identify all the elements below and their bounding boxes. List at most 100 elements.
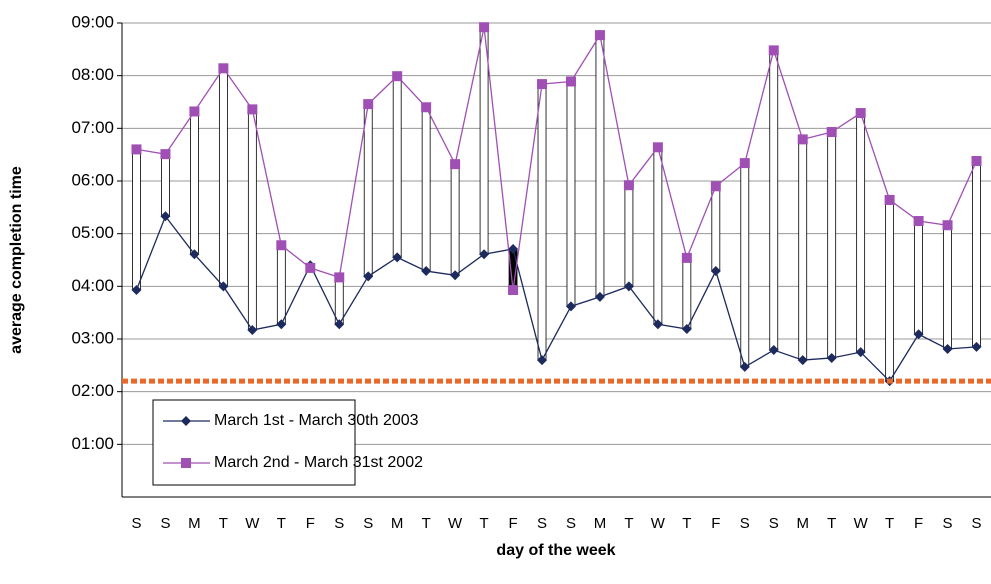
marker bbox=[479, 22, 490, 33]
up-down-bar bbox=[740, 162, 750, 368]
up-down-bar bbox=[247, 108, 257, 331]
marker bbox=[537, 355, 548, 366]
marker bbox=[739, 158, 750, 169]
marker bbox=[450, 270, 461, 281]
x-tick-label: S bbox=[160, 515, 170, 532]
y-tick-label: 08:00 bbox=[71, 65, 114, 84]
x-tick-label: T bbox=[885, 515, 894, 532]
x-tick-label: W bbox=[245, 515, 260, 532]
x-tick-label: T bbox=[827, 515, 836, 532]
marker bbox=[594, 30, 605, 41]
marker bbox=[479, 249, 490, 260]
up-down-bar bbox=[711, 185, 721, 272]
marker bbox=[971, 341, 982, 352]
y-tick-label: 04:00 bbox=[71, 276, 114, 295]
x-tick-label: S bbox=[943, 515, 953, 532]
x-tick-label: S bbox=[769, 515, 779, 532]
marker bbox=[392, 252, 403, 263]
up-down-bar bbox=[479, 26, 489, 255]
x-tick-label: S bbox=[972, 515, 982, 532]
up-down-bar bbox=[537, 83, 547, 361]
up-down-bar bbox=[943, 224, 952, 350]
up-down-bar bbox=[827, 131, 837, 359]
x-tick-label: F bbox=[306, 515, 315, 532]
x-tick-label: M bbox=[188, 515, 201, 532]
marker bbox=[797, 134, 808, 145]
marker bbox=[710, 266, 721, 277]
marker bbox=[565, 301, 576, 312]
up-down-bar bbox=[218, 67, 228, 287]
up-down-bar bbox=[161, 153, 170, 217]
marker bbox=[218, 63, 229, 74]
y-tick-label: 06:00 bbox=[71, 170, 114, 189]
marker bbox=[363, 99, 374, 110]
marker bbox=[537, 79, 548, 90]
up-down-bar bbox=[450, 163, 460, 276]
marker bbox=[421, 102, 432, 113]
marker bbox=[681, 323, 692, 334]
marker bbox=[131, 285, 142, 296]
marker bbox=[884, 194, 895, 205]
marker bbox=[681, 252, 692, 263]
up-down-bar bbox=[972, 160, 981, 348]
marker bbox=[855, 347, 866, 358]
x-tick-label: T bbox=[624, 515, 633, 532]
marker bbox=[855, 108, 866, 119]
y-tick-label: 07:00 bbox=[71, 118, 114, 137]
marker bbox=[565, 76, 576, 87]
y-axis-title: average completion time bbox=[8, 166, 25, 354]
marker bbox=[508, 285, 519, 296]
x-tick-label: S bbox=[740, 515, 750, 532]
legend-label: March 2nd - March 31st 2002 bbox=[214, 454, 423, 471]
up-down-bar bbox=[421, 106, 431, 272]
up-down-bar bbox=[595, 34, 605, 298]
up-down-bar bbox=[885, 199, 895, 382]
marker bbox=[421, 266, 432, 277]
marker bbox=[594, 291, 605, 302]
marker bbox=[334, 319, 345, 330]
x-tick-label: M bbox=[391, 515, 404, 532]
x-tick-label: T bbox=[479, 515, 488, 532]
marker bbox=[131, 144, 142, 155]
marker bbox=[652, 319, 663, 330]
x-axis-title: day of the week bbox=[496, 542, 615, 559]
x-tick-label: M bbox=[796, 515, 809, 532]
x-tick-label: F bbox=[914, 515, 923, 532]
series-line bbox=[135, 214, 977, 383]
y-tick-label: 09:00 bbox=[71, 12, 114, 31]
marker bbox=[363, 271, 374, 282]
up-down-bar bbox=[624, 184, 634, 287]
up-down-bar bbox=[914, 220, 923, 335]
series-line bbox=[136, 27, 978, 291]
x-tick-label: T bbox=[219, 515, 228, 532]
marker bbox=[392, 71, 403, 82]
up-down-bar bbox=[132, 148, 141, 291]
marker bbox=[942, 344, 953, 355]
marker bbox=[189, 249, 200, 260]
x-tick-label: S bbox=[537, 515, 547, 532]
x-tick-label: W bbox=[651, 515, 666, 532]
marker bbox=[797, 355, 808, 366]
marker bbox=[160, 211, 171, 222]
marker bbox=[508, 243, 519, 254]
y-tick-label: 01:00 bbox=[71, 434, 114, 453]
x-tick-label: F bbox=[508, 515, 517, 532]
marker bbox=[623, 281, 634, 292]
up-down-bar bbox=[682, 257, 692, 330]
marker bbox=[160, 149, 171, 160]
marker bbox=[913, 329, 924, 340]
marker bbox=[623, 180, 634, 191]
marker bbox=[826, 127, 837, 138]
marker bbox=[768, 345, 779, 356]
x-tick-label: T bbox=[277, 515, 286, 532]
x-tick-label: M bbox=[594, 515, 607, 532]
marker bbox=[247, 104, 258, 115]
up-down-bar bbox=[392, 75, 402, 258]
x-tick-label: S bbox=[363, 515, 373, 532]
marker bbox=[913, 216, 924, 227]
up-down-bar bbox=[190, 111, 199, 255]
y-tick-label: 03:00 bbox=[71, 328, 114, 347]
x-tick-label: S bbox=[566, 515, 576, 532]
marker bbox=[710, 181, 721, 192]
